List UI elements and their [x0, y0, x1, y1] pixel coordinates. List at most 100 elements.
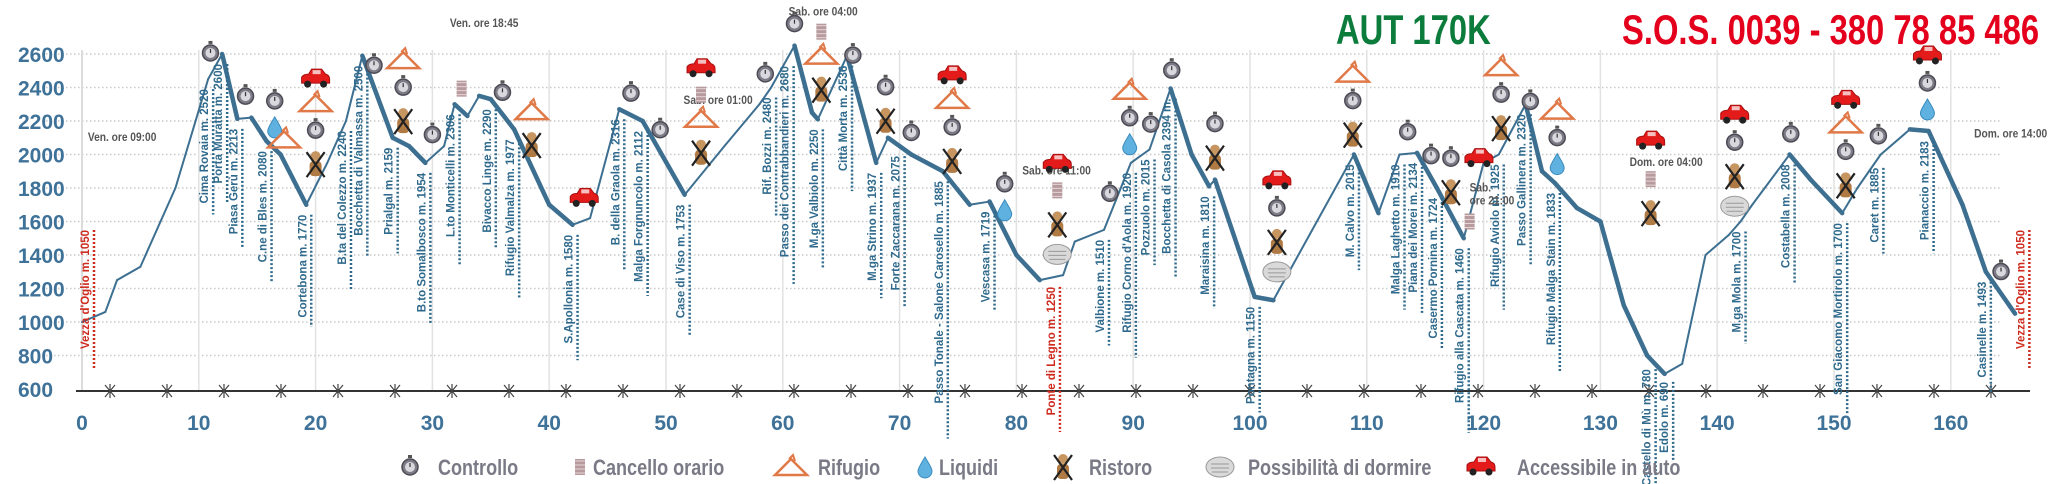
controllo-icon [1141, 112, 1160, 133]
hut-triangle [1110, 81, 1149, 101]
time-barrier-label: Dom. ore 04:00 [1630, 157, 1703, 170]
waypoint-label: Rifugio Aviolo m. 1925 [1490, 164, 1502, 287]
stopwatch-crown [792, 11, 797, 15]
barb-mark [1472, 384, 1484, 398]
profile-segment [1539, 169, 1558, 186]
time-barrier-label: Dom. ore 14:00 [1974, 128, 2047, 141]
waypoint-label: Pianaccio m. 2183 [1920, 141, 1932, 240]
barb-mark [845, 384, 857, 398]
hut-triangle [1826, 114, 1865, 134]
rifugio-icon [1110, 76, 1149, 101]
waypoint-label: M. Calvo m. 2015 [1345, 164, 1357, 257]
ristoro-icon [1342, 121, 1363, 149]
food-head [1209, 144, 1220, 155]
stopwatch-crown [1002, 171, 1007, 175]
profile-segment [1523, 102, 1545, 174]
profile-segment [809, 110, 821, 122]
time-barrier-label: Sab. ore 01:00 [684, 95, 753, 108]
x-tick-label: 40 [538, 412, 561, 435]
car-wheel [1467, 160, 1475, 168]
hut-chimney [400, 46, 409, 55]
barb-mark [1529, 384, 1541, 398]
waypoint-label: Prialgal m. 2159 [384, 148, 396, 235]
barb-mark [1073, 384, 1085, 398]
waypoint-label: Malga Forgnuncolo m. 2112 [634, 131, 646, 282]
barb-mark [674, 384, 686, 398]
waypoint-label: Forte Zaccarana m. 2075 [891, 156, 903, 291]
gate-block [575, 459, 585, 475]
profile-segment [219, 51, 240, 122]
controllo-icon [1725, 130, 1744, 151]
controllo-icon [265, 88, 284, 110]
drop-shape [267, 115, 283, 139]
ristoro-icon [1441, 179, 1461, 206]
food-cross [1342, 121, 1363, 149]
waypoint-label: San Giacomo Mortirolo m. 1700 [1833, 223, 1845, 395]
waypoint-label: Rifugio alla Cascata m. 1460 [1455, 248, 1467, 403]
waypoint-label: Rifugio Corno d'Aola m. 1920 [1122, 173, 1134, 333]
stopwatch-crown [628, 81, 633, 85]
profile-segment [390, 135, 412, 149]
controllo-icon [1521, 89, 1540, 111]
car-window [1647, 132, 1656, 137]
stopwatch-crown [1350, 88, 1355, 92]
food-cross [1441, 179, 1461, 206]
car-window [1475, 149, 1484, 154]
time-barrier-label: Sab. ore 11:00 [1022, 165, 1091, 178]
profile-segment [940, 169, 972, 207]
barb-mark [560, 384, 572, 398]
ristoro-icon [1835, 172, 1856, 199]
y-tick-label: 2400 [18, 78, 65, 101]
waypoint-label: M.ga Valbiolo m. 2250 [809, 129, 821, 248]
liquidi-icon [267, 115, 283, 139]
barb-mark [1757, 384, 1769, 398]
hut-chimney [1498, 53, 1507, 62]
food-cross [305, 151, 326, 178]
waypoint-label: Maraisina m. 1810 [1200, 196, 1212, 294]
hut-chimney [949, 86, 958, 95]
food-head [696, 139, 707, 150]
legend-item: Cancello orario [575, 456, 724, 480]
food-body [397, 118, 410, 134]
cancello-icon [1464, 213, 1475, 230]
profile-segment [406, 143, 428, 166]
stopwatch-crown [500, 80, 505, 84]
waypoint-label: Casermo Pornina m. 1724 [1428, 197, 1440, 338]
controllo-icon [401, 455, 419, 476]
bed-lines [1725, 202, 1744, 212]
controllo-icon [943, 114, 961, 136]
hut-chimney [698, 104, 706, 114]
ristoro-icon [942, 147, 963, 175]
car-window [581, 189, 590, 194]
stopwatch-crown [243, 84, 248, 88]
hut-triangle [1333, 63, 1372, 83]
ristoro-icon [691, 139, 711, 167]
profile-segment [511, 127, 552, 207]
profile-segment [909, 152, 946, 174]
food-cross [393, 108, 414, 135]
legend-label: Cancello orario [593, 456, 724, 480]
profile-segment [1598, 219, 1627, 308]
stopwatch-crown [1843, 139, 1848, 143]
x-tick-label: 100 [1232, 412, 1267, 435]
waypoint-label: B. della Graola m. 2316 [610, 119, 622, 245]
gate-block [1052, 182, 1063, 199]
bed-shape [1262, 261, 1292, 283]
profile-segment [885, 135, 914, 157]
waypoint-label: Case di Viso m. 1753 [676, 205, 688, 319]
stopwatch-crown [1925, 70, 1930, 74]
waypoint-label: Rifugio Malga Stain m. 1833 [1546, 193, 1558, 345]
stopwatch-crown [1148, 112, 1153, 116]
barb-mark [503, 384, 515, 398]
profile-segment [723, 103, 761, 148]
x-tick-label: 80 [1005, 412, 1028, 435]
profile-segment [1129, 148, 1151, 164]
profile-segment [1879, 128, 1911, 156]
controllo-icon [1344, 88, 1362, 110]
stopwatch-crown [1274, 195, 1279, 199]
legend-label: Controllo [438, 456, 518, 480]
profile-segment [344, 54, 364, 122]
rifugio-icon [1333, 59, 1372, 83]
barb-mark [1415, 384, 1427, 398]
auto-icon [569, 187, 599, 207]
